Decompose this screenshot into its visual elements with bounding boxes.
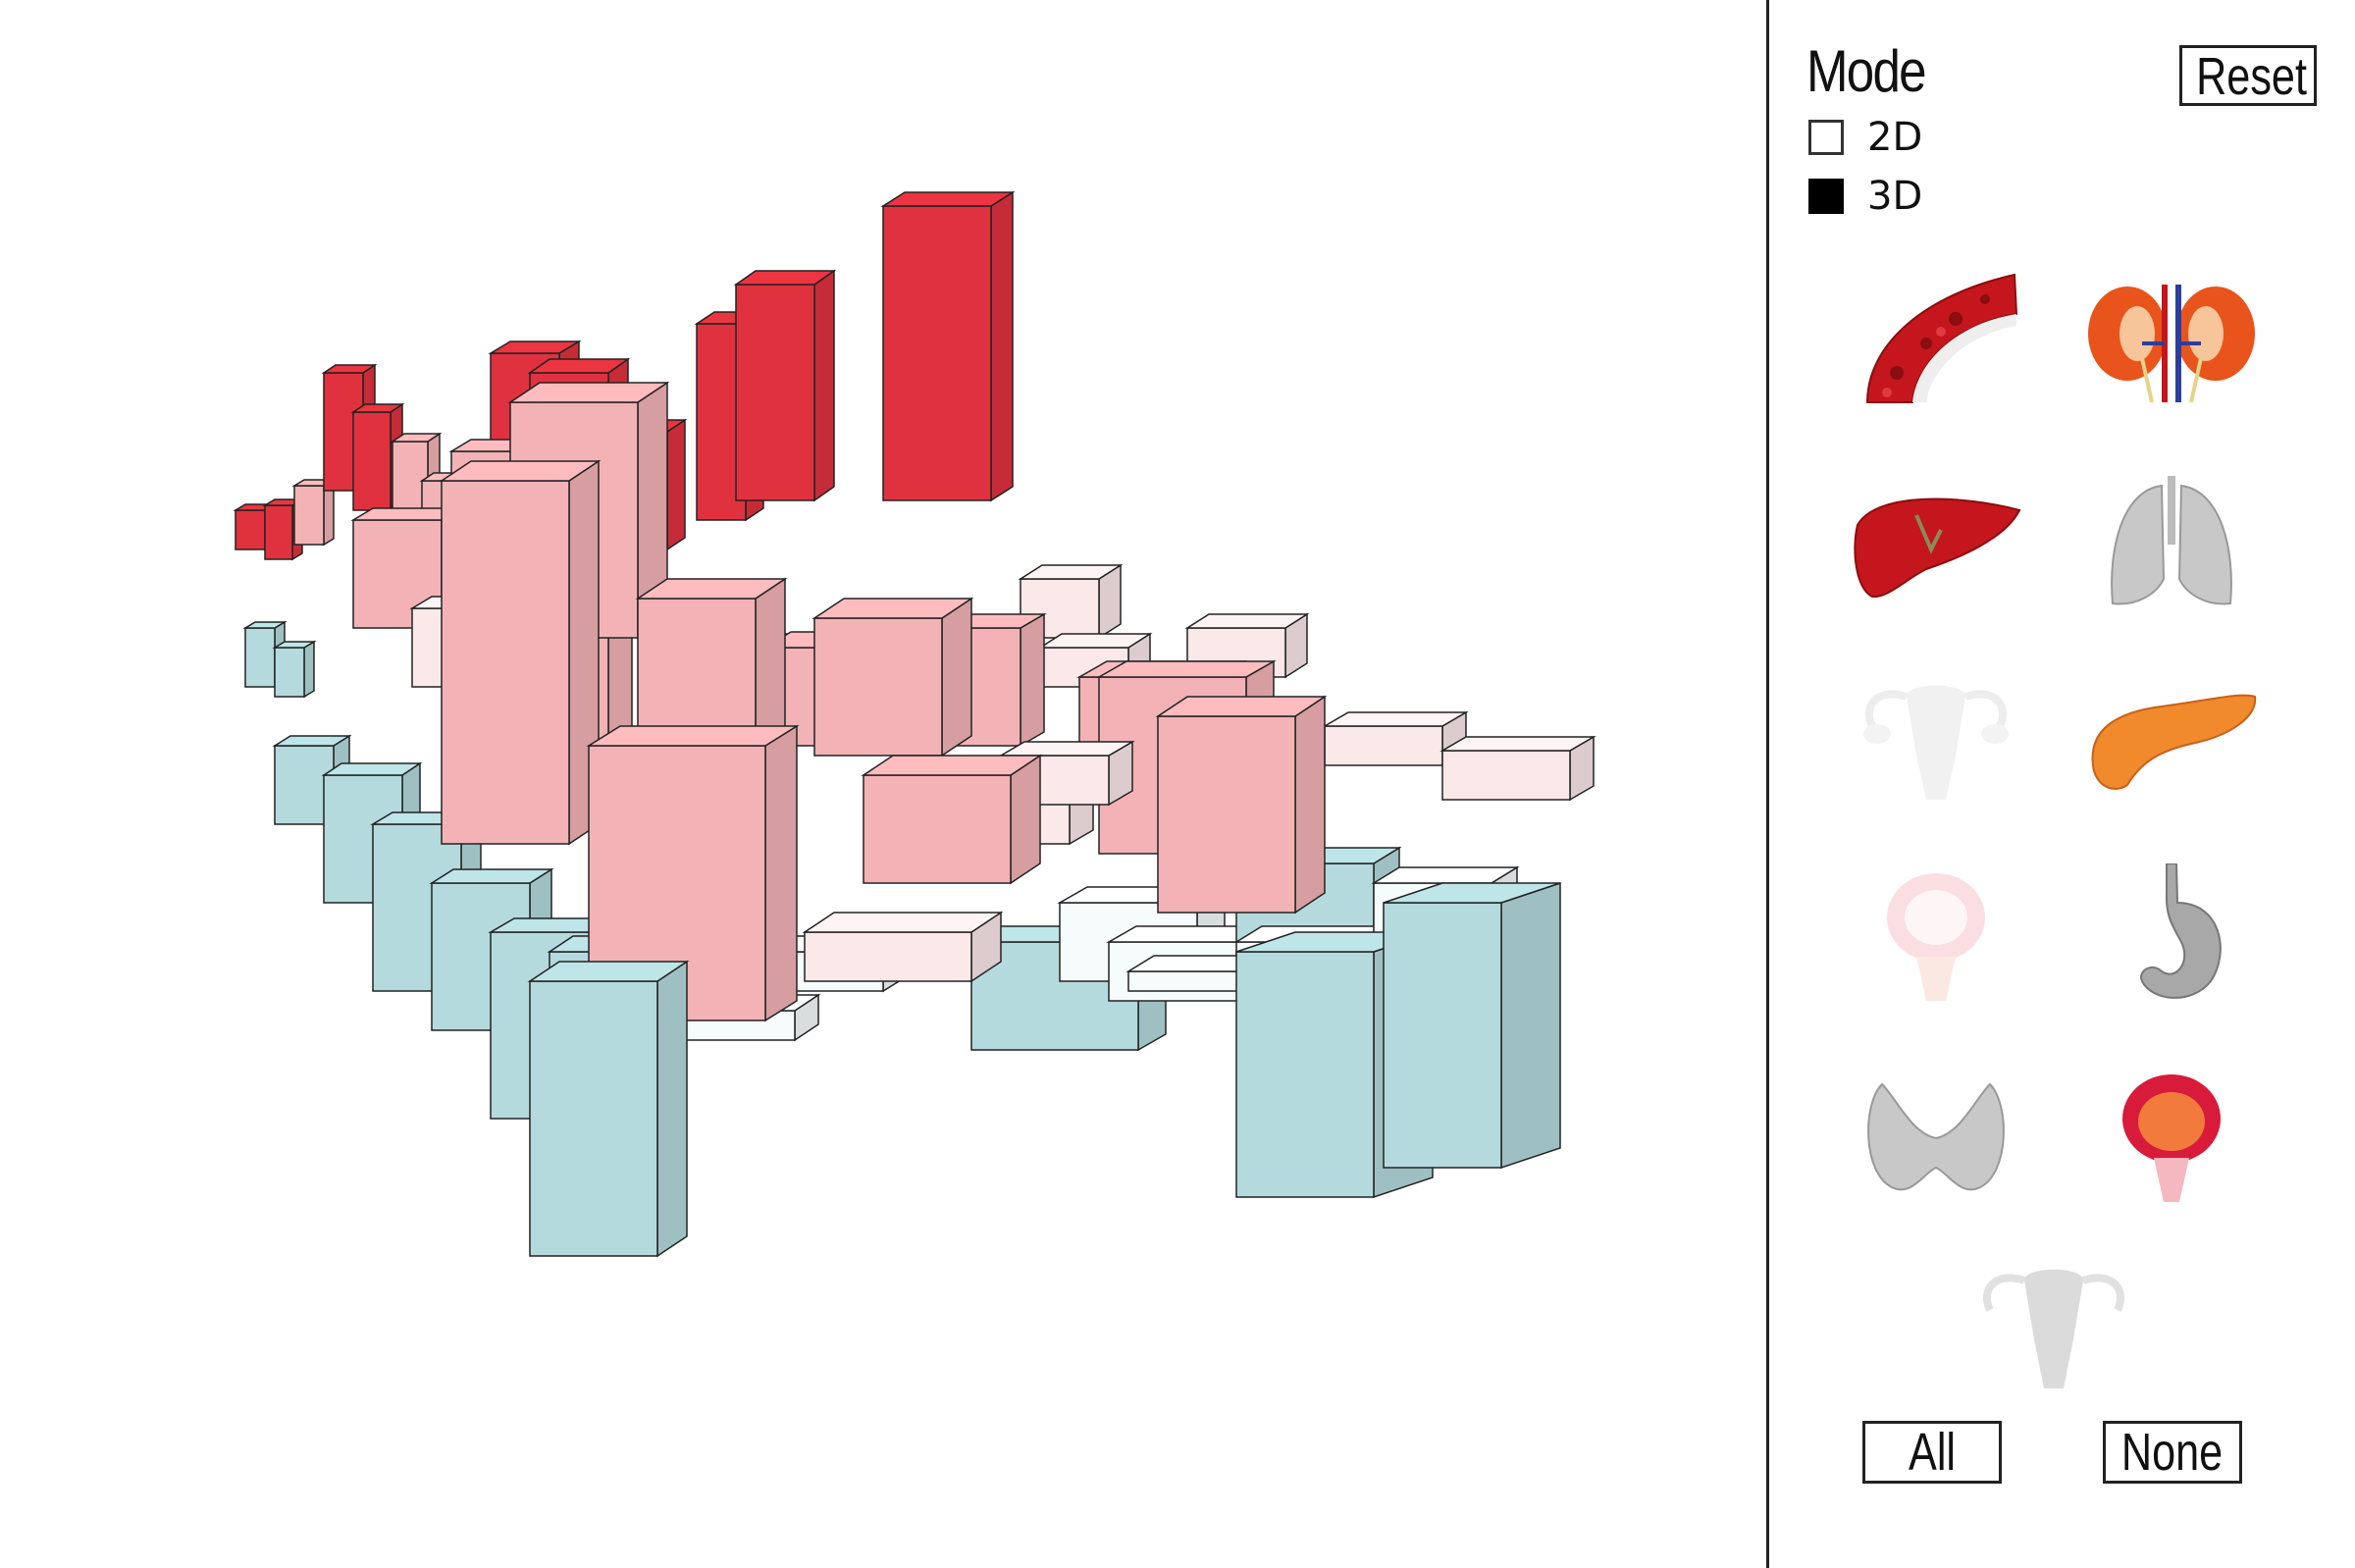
bar-face (1439, 736, 1596, 752)
bar-face (1018, 564, 1124, 580)
bar-face (264, 504, 293, 560)
bar-face (1010, 754, 1041, 885)
bar-face (861, 755, 1043, 776)
bar-face (802, 912, 1004, 933)
bar-face (804, 931, 972, 982)
bar-face (1383, 902, 1502, 1169)
bar-face (352, 411, 392, 511)
reset-button[interactable]: Reset (2179, 45, 2317, 106)
kidney-icon[interactable] (2083, 265, 2260, 412)
ovary-icon[interactable] (1848, 667, 2024, 814)
bar-face (1322, 711, 1469, 727)
bar-face (990, 190, 1014, 502)
bar-face (242, 621, 288, 629)
uterus-icon[interactable] (1965, 1256, 2142, 1403)
bar-face (272, 641, 317, 649)
bar-face (1500, 881, 1561, 1170)
bar-face (811, 598, 974, 619)
bar-face (488, 340, 582, 354)
mode-2d-option[interactable]: 2D (1808, 115, 1923, 160)
select-none-button[interactable]: None (2103, 1421, 2242, 1484)
bar-face (813, 269, 835, 502)
bar-face (350, 403, 405, 413)
bar-face (941, 597, 972, 758)
bar-face (303, 640, 315, 699)
bar-face (527, 358, 631, 374)
bar-face (321, 364, 378, 374)
bar-face (882, 205, 992, 501)
stomach-icon[interactable] (2083, 862, 2260, 1011)
bar-face (274, 647, 305, 698)
control-panel: Mode Reset 2D 3D (1766, 0, 2355, 1568)
bar-face (439, 460, 602, 482)
bar-face (441, 480, 570, 845)
bar-face (635, 578, 788, 600)
bar-face (1184, 613, 1310, 629)
bar-face (656, 960, 688, 1258)
bar-face (1157, 715, 1296, 914)
bar-face (863, 774, 1012, 884)
bar-face (1037, 633, 1153, 649)
bar-face (1096, 660, 1277, 678)
bar-face (293, 485, 325, 546)
pancreas-icon[interactable] (2083, 667, 2260, 814)
lung-icon[interactable] (2083, 471, 2260, 618)
bar-face (1371, 866, 1520, 884)
bar-face (1294, 695, 1326, 915)
bladder-icon[interactable] (1848, 863, 2024, 1011)
bar-face (529, 980, 658, 1257)
bar-face (880, 191, 1016, 207)
mode-3d-checkbox[interactable] (1808, 179, 1844, 214)
select-all-button[interactable]: All (1862, 1421, 2002, 1484)
bar-face (272, 735, 352, 747)
bar-face (1324, 725, 1443, 766)
bar-face (764, 724, 798, 1022)
bar-face (1441, 750, 1571, 801)
thyroid-icon[interactable] (1848, 1065, 2024, 1212)
mode-2d-label: 2D (1867, 115, 1923, 160)
mode-3d-option[interactable]: 3D (1808, 174, 1923, 219)
bar-face (998, 741, 1135, 757)
bar-face (244, 627, 276, 688)
liver-icon[interactable] (1848, 471, 2024, 618)
bar-face (527, 961, 690, 982)
bar-face (666, 418, 686, 551)
bar-face (1020, 612, 1045, 748)
bar-face (429, 868, 554, 884)
bar-face (1155, 696, 1328, 717)
bar-face (586, 725, 800, 747)
mode-3d-label: 3D (1867, 174, 1923, 219)
mode-title: Mode (1806, 38, 1926, 104)
bar-face (235, 509, 266, 550)
bar-face (390, 433, 443, 443)
bar-face (1235, 951, 1375, 1198)
prostate-icon[interactable] (2083, 1065, 2260, 1212)
bar-face (733, 270, 837, 286)
blood-vessel-icon[interactable] (1848, 265, 2024, 412)
mode-2d-checkbox[interactable] (1808, 120, 1844, 155)
bar-face (321, 762, 423, 776)
3d-bar-visualization[interactable] (0, 0, 1766, 1568)
bar-face (1383, 882, 1561, 904)
bar-face (735, 284, 815, 501)
bar-face (507, 382, 670, 403)
bar-face (813, 617, 943, 757)
